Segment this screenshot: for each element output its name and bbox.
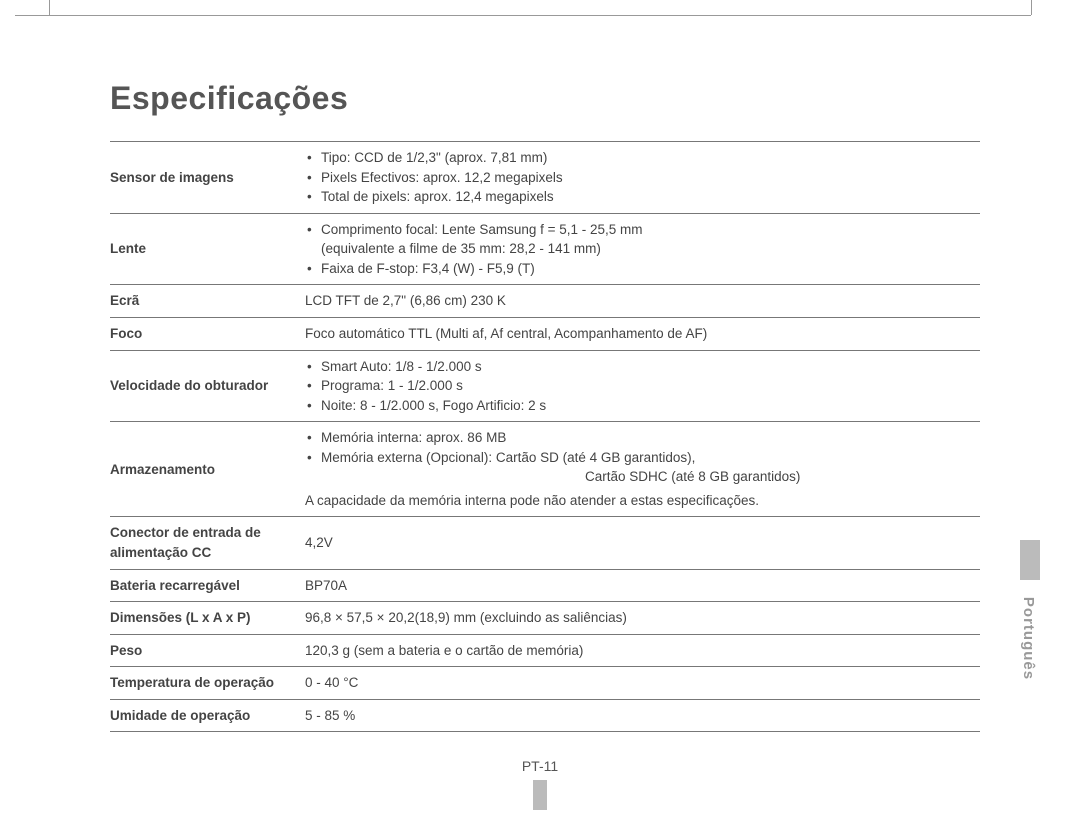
spec-list-item: Programa: 1 - 1/2.000 s xyxy=(305,376,972,396)
spec-value: 5 - 85 % xyxy=(305,699,980,732)
table-row: Bateria recarregávelBP70A xyxy=(110,569,980,602)
spec-list-item: Tipo: CCD de 1/2,3" (aprox. 7,81 mm) xyxy=(305,148,972,168)
table-row: Conector de entrada de alimentação CC4,2… xyxy=(110,517,980,569)
spec-list-item: Total de pixels: aprox. 12,4 megapixels xyxy=(305,187,972,207)
spec-value: BP70A xyxy=(305,569,980,602)
table-row: EcrãLCD TFT de 2,7" (6,86 cm) 230 K xyxy=(110,285,980,318)
spec-list-sub: Cartão SDHC (até 8 GB garantidos) xyxy=(305,467,972,487)
spec-value: 0 - 40 °C xyxy=(305,667,980,700)
table-row: Peso120,3 g (sem a bateria e o cartão de… xyxy=(110,634,980,667)
spec-key: Temperatura de operação xyxy=(110,667,305,700)
spec-list: Tipo: CCD de 1/2,3" (aprox. 7,81 mm)Pixe… xyxy=(305,148,972,207)
document-page: Especificações Sensor de imagensTipo: CC… xyxy=(0,0,1080,835)
spec-list-item: Pixels Efectivos: aprox. 12,2 megapixels xyxy=(305,168,972,188)
spec-value: Tipo: CCD de 1/2,3" (aprox. 7,81 mm)Pixe… xyxy=(305,142,980,214)
table-row: Sensor de imagensTipo: CCD de 1/2,3" (ap… xyxy=(110,142,980,214)
spec-value: 120,3 g (sem a bateria e o cartão de mem… xyxy=(305,634,980,667)
spec-key: Umidade de operação xyxy=(110,699,305,732)
table-row: LenteComprimento focal: Lente Samsung f … xyxy=(110,213,980,285)
spec-value: LCD TFT de 2,7" (6,86 cm) 230 K xyxy=(305,285,980,318)
crop-mark xyxy=(1031,0,1032,15)
table-row: Umidade de operação5 - 85 % xyxy=(110,699,980,732)
spec-list: Smart Auto: 1/8 - 1/2.000 sPrograma: 1 -… xyxy=(305,357,972,416)
spec-list-item: Comprimento focal: Lente Samsung f = 5,1… xyxy=(305,220,972,259)
spec-key: Velocidade do obturador xyxy=(110,350,305,422)
spec-key: Foco xyxy=(110,317,305,350)
spec-key: Ecrã xyxy=(110,285,305,318)
table-row: Velocidade do obturadorSmart Auto: 1/8 -… xyxy=(110,350,980,422)
spec-list-item: Smart Auto: 1/8 - 1/2.000 s xyxy=(305,357,972,377)
spec-list-item: Faixa de F-stop: F3,4 (W) - F5,9 (T) xyxy=(305,259,972,279)
spec-value: Comprimento focal: Lente Samsung f = 5,1… xyxy=(305,213,980,285)
spec-note: A capacidade da memória interna pode não… xyxy=(305,491,972,511)
table-row: Dimensões (L x A x P)96,8 × 57,5 × 20,2(… xyxy=(110,602,980,635)
spec-value: 4,2V xyxy=(305,517,980,569)
crop-mark xyxy=(49,0,50,15)
content-area: Especificações Sensor de imagensTipo: CC… xyxy=(110,80,980,732)
language-label: Português xyxy=(1020,597,1037,680)
spec-key: Dimensões (L x A x P) xyxy=(110,602,305,635)
spec-key: Bateria recarregável xyxy=(110,569,305,602)
spec-list-item: Noite: 8 - 1/2.000 s, Fogo Artificio: 2 … xyxy=(305,396,972,416)
spec-value: Memória interna: aprox. 86 MBMemória ext… xyxy=(305,422,980,517)
crop-mark xyxy=(15,15,1031,16)
spec-key: Lente xyxy=(110,213,305,285)
spec-list-item: Memória externa (Opcional): Cartão SD (a… xyxy=(305,448,972,468)
table-row: Temperatura de operação0 - 40 °C xyxy=(110,667,980,700)
page-number-bar xyxy=(533,780,547,810)
page-number: PT-11 xyxy=(0,758,1080,774)
spec-key: Sensor de imagens xyxy=(110,142,305,214)
spec-key: Conector de entrada de alimentação CC xyxy=(110,517,305,569)
spec-value: Foco automático TTL (Multi af, Af centra… xyxy=(305,317,980,350)
spec-key: Armazenamento xyxy=(110,422,305,517)
language-tab: Português xyxy=(1010,540,1040,710)
tab-marker xyxy=(1020,540,1040,580)
table-row: ArmazenamentoMemória interna: aprox. 86 … xyxy=(110,422,980,517)
page-title: Especificações xyxy=(110,80,980,117)
spec-value: 96,8 × 57,5 × 20,2(18,9) mm (excluindo a… xyxy=(305,602,980,635)
spec-list-item: Memória interna: aprox. 86 MB xyxy=(305,428,972,448)
table-row: FocoFoco automático TTL (Multi af, Af ce… xyxy=(110,317,980,350)
spec-list: Comprimento focal: Lente Samsung f = 5,1… xyxy=(305,220,972,279)
spec-value: Smart Auto: 1/8 - 1/2.000 sPrograma: 1 -… xyxy=(305,350,980,422)
spec-list: Memória interna: aprox. 86 MBMemória ext… xyxy=(305,428,972,487)
spec-table: Sensor de imagensTipo: CCD de 1/2,3" (ap… xyxy=(110,141,980,732)
spec-key: Peso xyxy=(110,634,305,667)
